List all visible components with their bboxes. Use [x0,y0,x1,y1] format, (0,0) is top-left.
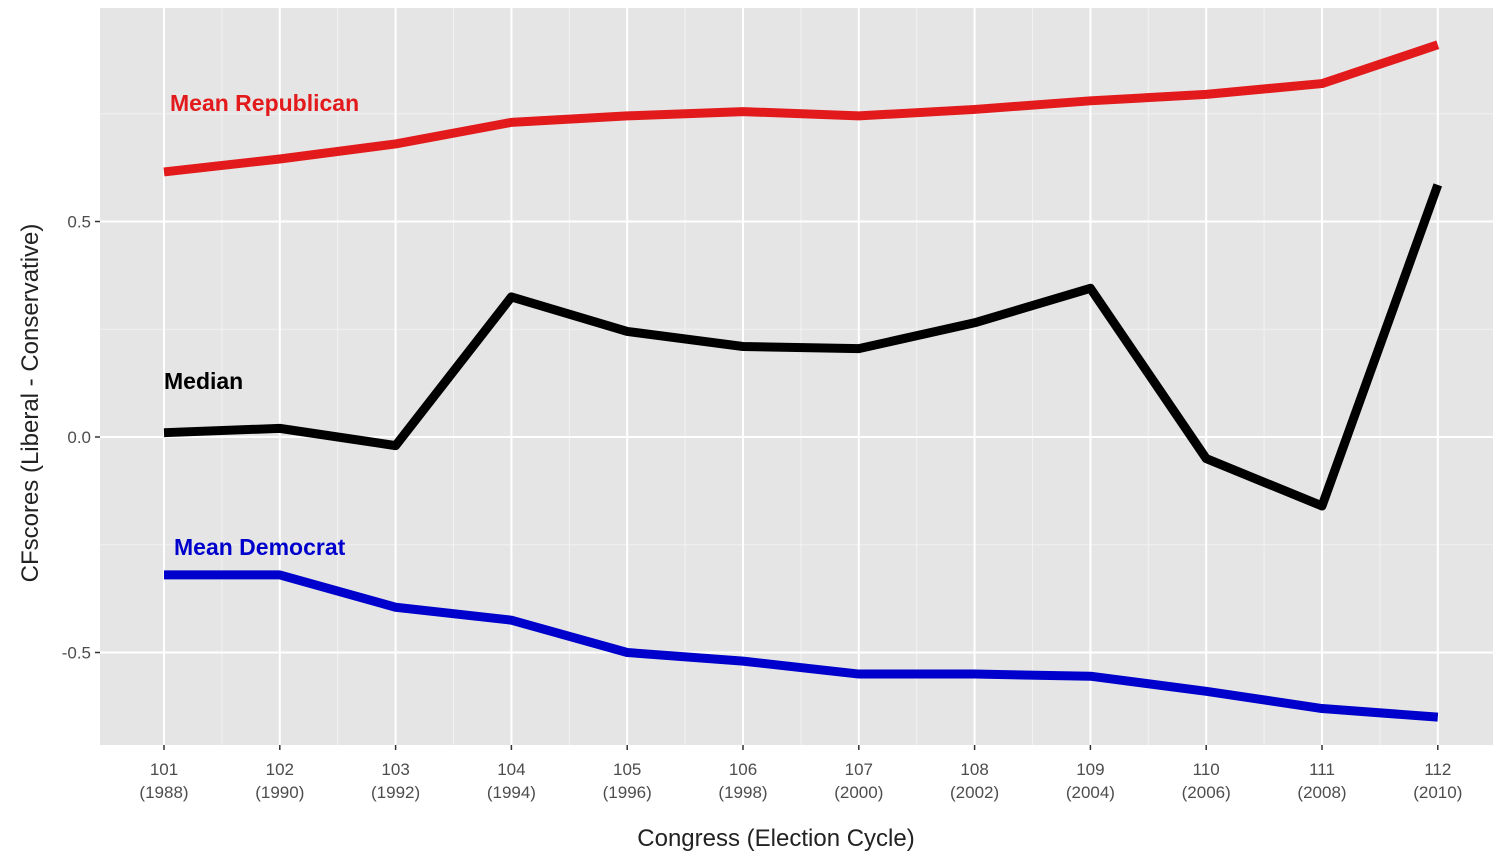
x-tick-label: 102 [266,760,294,779]
x-axis-title: Congress (Election Cycle) [637,825,914,852]
series-label-mean-republican: Mean Republican [170,90,359,116]
plot-panel [100,8,1493,745]
y-axis: -0.5 0.0 0.5 [62,213,100,663]
series-label-median: Median [164,368,243,394]
x-tick-sublabel: (1996) [603,783,652,802]
x-tick-sublabel: (1990) [255,783,304,802]
y-tick-label: 0.5 [67,213,91,232]
x-tick-label: 111 [1309,760,1335,779]
series-line-mean-republican [163,40,1440,177]
x-tick-sublabel: (1992) [371,783,420,802]
series-label-mean-democrat: Mean Democrat [174,534,346,560]
series-labels: Mean Republican Median Mean Democrat [164,90,359,560]
y-tick-label: 0.0 [67,428,91,447]
x-tick-label: 112 [1424,760,1451,779]
x-tick-sublabel: (2006) [1182,783,1231,802]
grid-major [100,8,1493,745]
x-tick-label: 106 [729,760,757,779]
x-tick-label: 105 [613,760,641,779]
x-tick-sublabel: (1998) [718,783,767,802]
series-line-mean-democrat [164,570,1439,722]
y-axis-title: CFscores (Liberal - Conservative) [17,224,44,583]
x-tick-sublabel: (1988) [139,783,188,802]
x-axis: 101 (1988) 102 (1990) 103 (1992) 104 (1994) 105 (… [139,745,1462,802]
x-tick-sublabel: (2010) [1413,783,1462,802]
x-tick-sublabel: (2000) [834,783,883,802]
series-lines [163,40,1443,722]
series-line-median [163,183,1443,511]
x-tick-sublabel: (1994) [487,783,536,802]
x-tick-label: 107 [845,760,873,779]
x-tick-label: 109 [1076,760,1104,779]
x-tick-label: 103 [381,760,409,779]
x-tick-sublabel: (2002) [950,783,999,802]
x-tick-sublabel: (2004) [1066,783,1115,802]
x-tick-label: 101 [150,760,178,779]
x-tick-sublabel: (2008) [1297,783,1346,802]
x-tick-label: 104 [497,760,525,779]
y-tick-label: -0.5 [62,644,91,663]
x-tick-label: 110 [1193,760,1220,779]
x-tick-label: 108 [960,760,988,779]
